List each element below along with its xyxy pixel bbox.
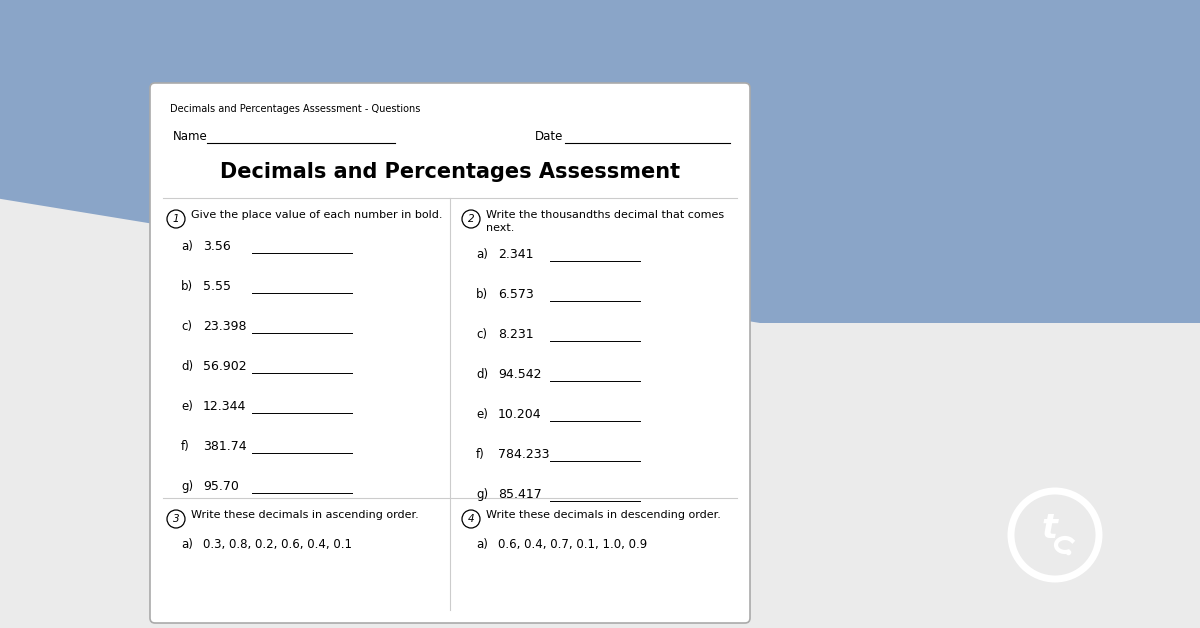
Text: g): g) bbox=[476, 488, 488, 501]
Text: c): c) bbox=[181, 320, 192, 333]
Text: 12.344: 12.344 bbox=[203, 400, 246, 413]
Text: 0.3, 0.8, 0.2, 0.6, 0.4, 0.1: 0.3, 0.8, 0.2, 0.6, 0.4, 0.1 bbox=[203, 538, 352, 551]
Text: 10.204: 10.204 bbox=[498, 408, 541, 421]
Text: 1: 1 bbox=[173, 214, 179, 224]
Text: 85.417: 85.417 bbox=[498, 488, 541, 501]
Text: 5.55: 5.55 bbox=[203, 280, 230, 293]
Text: f): f) bbox=[181, 440, 190, 453]
Text: Name: Name bbox=[173, 130, 208, 143]
Text: Write these decimals in ascending order.: Write these decimals in ascending order. bbox=[191, 510, 419, 520]
Text: d): d) bbox=[476, 368, 488, 381]
Text: a): a) bbox=[181, 538, 193, 551]
Text: 2: 2 bbox=[468, 214, 474, 224]
Text: 784.233: 784.233 bbox=[498, 448, 550, 461]
Text: 0.6, 0.4, 0.7, 0.1, 1.0, 0.9: 0.6, 0.4, 0.7, 0.1, 1.0, 0.9 bbox=[498, 538, 647, 551]
Text: 8.231: 8.231 bbox=[498, 328, 534, 341]
Text: b): b) bbox=[181, 280, 193, 293]
Text: a): a) bbox=[476, 538, 488, 551]
Text: e): e) bbox=[181, 400, 193, 413]
Text: f): f) bbox=[476, 448, 485, 461]
Text: 381.74: 381.74 bbox=[203, 440, 247, 453]
Text: 6.573: 6.573 bbox=[498, 288, 534, 301]
Text: a): a) bbox=[181, 240, 193, 253]
Text: Decimals and Percentages Assessment: Decimals and Percentages Assessment bbox=[220, 162, 680, 182]
Text: 23.398: 23.398 bbox=[203, 320, 246, 333]
Text: Write these decimals in descending order.: Write these decimals in descending order… bbox=[486, 510, 721, 520]
Text: t: t bbox=[1042, 512, 1058, 546]
Text: c): c) bbox=[476, 328, 487, 341]
Text: 2.341: 2.341 bbox=[498, 248, 534, 261]
Text: next.: next. bbox=[486, 223, 515, 233]
FancyBboxPatch shape bbox=[150, 83, 750, 623]
Text: 3.56: 3.56 bbox=[203, 240, 230, 253]
Text: Give the place value of each number in bold.: Give the place value of each number in b… bbox=[191, 210, 443, 220]
Text: Decimals and Percentages Assessment - Questions: Decimals and Percentages Assessment - Qu… bbox=[170, 104, 420, 114]
Text: e): e) bbox=[476, 408, 488, 421]
Text: Write the thousandths decimal that comes: Write the thousandths decimal that comes bbox=[486, 210, 724, 220]
Polygon shape bbox=[0, 0, 1200, 323]
Text: g): g) bbox=[181, 480, 193, 493]
Text: 4: 4 bbox=[468, 514, 474, 524]
Text: d): d) bbox=[181, 360, 193, 373]
Text: 3: 3 bbox=[173, 514, 179, 524]
Text: b): b) bbox=[476, 288, 488, 301]
Text: 94.542: 94.542 bbox=[498, 368, 541, 381]
Text: a): a) bbox=[476, 248, 488, 261]
Text: 56.902: 56.902 bbox=[203, 360, 247, 373]
Text: 95.70: 95.70 bbox=[203, 480, 239, 493]
Text: Date: Date bbox=[535, 130, 563, 143]
